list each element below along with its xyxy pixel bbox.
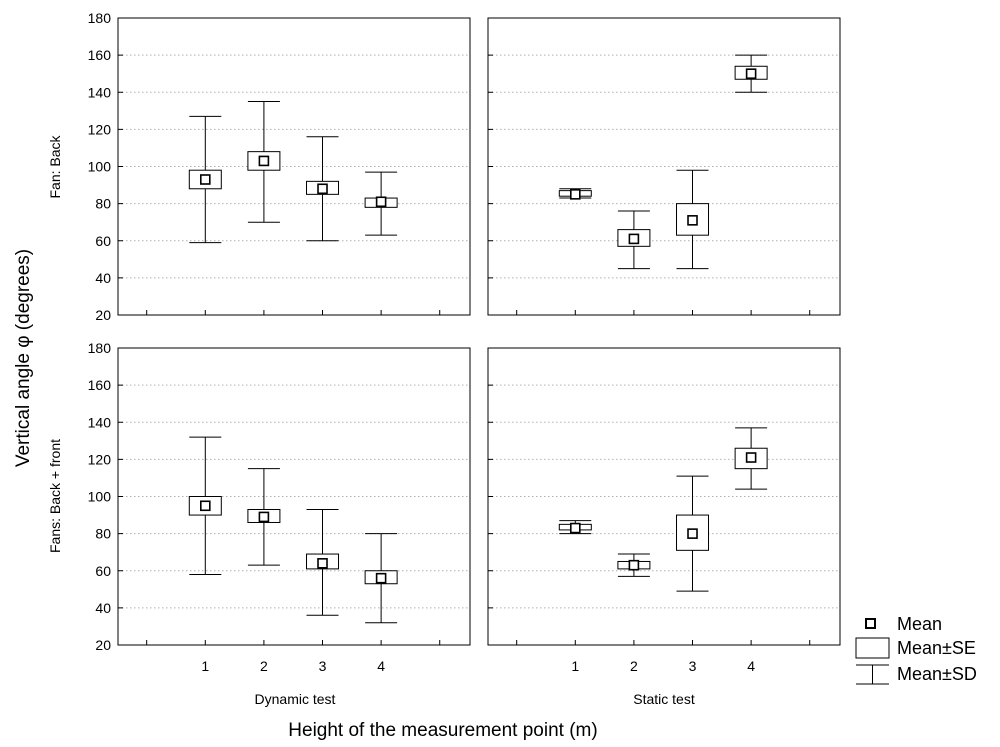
- y-tick-label: 80: [95, 526, 111, 542]
- x-tick-label: 4: [377, 658, 385, 674]
- x-tick-label: 1: [571, 658, 579, 674]
- mean-marker: [317, 558, 328, 569]
- y-tick-label: 60: [95, 233, 111, 249]
- box-layer: [188, 54, 768, 624]
- row-label-fan-back: Fan: Back: [47, 134, 63, 198]
- frame-layer: [117, 17, 841, 646]
- box-element: [306, 508, 340, 616]
- legend-mean-marker: [865, 618, 876, 629]
- y-tick-label: 20: [95, 637, 111, 653]
- y-tick-label: 120: [88, 451, 112, 467]
- y-tick-label: 180: [88, 10, 112, 26]
- y-tick-label: 120: [88, 121, 112, 137]
- column-label-static: Static test: [633, 691, 695, 707]
- mean-marker: [687, 528, 698, 539]
- mean-marker: [317, 183, 328, 195]
- mean-marker: [199, 174, 211, 185]
- grid-layer: [118, 54, 840, 609]
- x-tick-label: 3: [689, 658, 697, 674]
- y-tick-label: 140: [88, 84, 112, 100]
- y-axis-label: Vertical angle φ (degrees): [13, 249, 34, 467]
- row-label-fans-back-front: Fans: Back + front: [47, 439, 63, 553]
- box-element: [188, 436, 222, 575]
- mean-marker: [375, 196, 387, 208]
- box-element: [247, 101, 281, 223]
- y-tick-label: 100: [88, 159, 112, 175]
- box-element: [676, 475, 710, 592]
- box-element: [247, 468, 281, 566]
- mean-marker: [375, 572, 387, 584]
- box-element: [734, 54, 768, 93]
- tick-layer: 20 40 60 80 100 120 140 160 180 20 40 60 80 100 120 140…: [88, 10, 811, 674]
- y-tick-label: 60: [95, 563, 111, 579]
- x-tick-label: 4: [747, 658, 755, 674]
- legend-sd-label: Mean±SD: [897, 664, 977, 684]
- box-element: [306, 136, 340, 242]
- box-element: [364, 171, 398, 236]
- mean-marker: [199, 500, 211, 512]
- x-tick-label: 3: [319, 658, 327, 674]
- box-element: [364, 533, 398, 624]
- y-tick-label: 140: [88, 414, 112, 430]
- legend-mean-label: Mean: [897, 614, 942, 634]
- mean-marker: [258, 155, 270, 167]
- legend-se-marker: [855, 637, 890, 659]
- x-axis-label: Height of the measurement point (m): [288, 720, 597, 741]
- y-tick-label: 180: [88, 340, 112, 356]
- column-label-dynamic: Dynamic test: [255, 691, 336, 707]
- legend-sd-marker: [856, 664, 889, 685]
- y-tick-label: 40: [95, 600, 111, 616]
- box-element: [558, 520, 592, 535]
- mean-marker: [745, 68, 757, 79]
- box-element: [617, 210, 651, 270]
- y-tick-label: 80: [95, 196, 111, 212]
- mean-marker: [258, 511, 270, 523]
- legend-se-label: Mean±SE: [897, 638, 976, 658]
- mean-marker: [569, 189, 581, 200]
- x-tick-label: 2: [260, 658, 268, 674]
- mean-marker: [687, 215, 698, 226]
- y-tick-label: 20: [95, 307, 111, 323]
- box-element: [734, 427, 768, 490]
- y-tick-label: 160: [88, 47, 112, 63]
- box-element: [676, 169, 710, 270]
- x-tick-label: 1: [201, 658, 209, 674]
- y-tick-label: 40: [95, 270, 111, 286]
- y-tick-label: 100: [88, 489, 112, 505]
- y-tick-label: 160: [88, 377, 112, 393]
- box-element: [617, 553, 651, 577]
- x-tick-label: 2: [630, 658, 638, 674]
- mean-marker: [628, 559, 640, 571]
- mean-marker: [745, 452, 757, 463]
- legend: Mean Mean±SE Mean±SD: [855, 614, 977, 685]
- box-element: [188, 115, 222, 244]
- mean-marker: [569, 522, 581, 534]
- mean-marker: [628, 233, 640, 245]
- box-element: [558, 188, 592, 200]
